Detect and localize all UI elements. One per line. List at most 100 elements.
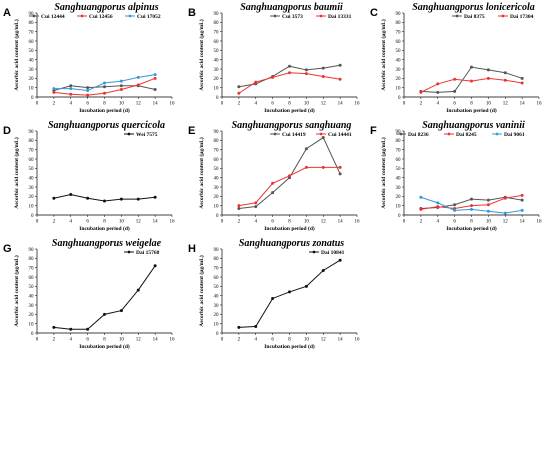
data-point <box>436 82 440 86</box>
x-axis-title: Incubation period (d) <box>79 225 130 232</box>
x-tick-label: 6 <box>453 102 456 107</box>
y-axis-title: Ascorbic acid content (μg/mL) <box>198 255 205 327</box>
y-tick-label: 60 <box>29 276 35 281</box>
y-tick-label: 40 <box>29 58 35 63</box>
data-point <box>288 64 291 68</box>
legend-marker <box>128 14 132 18</box>
panel-title: Sanghuangporus quercicola <box>48 120 165 131</box>
data-point <box>338 77 342 81</box>
x-tick-label: 2 <box>420 220 423 225</box>
y-tick-label: 0 <box>398 96 401 101</box>
y-tick-label: 40 <box>396 176 402 181</box>
x-tick-label: 8 <box>470 102 473 107</box>
data-point <box>119 309 123 313</box>
data-point <box>304 68 308 72</box>
y-tick-label: 20 <box>396 195 402 200</box>
x-tick-label: 8 <box>288 220 291 225</box>
x-tick-label: 4 <box>255 102 258 107</box>
y-tick-label: 30 <box>396 186 402 191</box>
x-tick-label: 16 <box>170 102 176 107</box>
legend-label: Dai 17304 <box>510 14 534 20</box>
x-axis-title: Incubation period (d) <box>264 225 315 232</box>
x-tick-label: 2 <box>53 338 56 343</box>
legend-marker <box>80 14 84 18</box>
x-tick-label: 6 <box>271 338 274 343</box>
panel-title: Sanghuangporus vaninii <box>422 120 525 131</box>
data-point <box>321 136 325 140</box>
y-tick-label: 50 <box>396 167 402 172</box>
x-tick-label: 0 <box>403 102 406 107</box>
legend-label: Wei 7575 <box>136 132 158 138</box>
data-point <box>288 71 291 75</box>
legend-label: Dai 9061 <box>504 132 525 138</box>
data-point <box>86 327 90 331</box>
y-tick-label: 30 <box>29 304 35 309</box>
x-tick-label: 2 <box>238 338 241 343</box>
legend-marker <box>501 14 505 18</box>
x-tick-label: 6 <box>271 220 274 225</box>
panel-label: F <box>370 125 377 137</box>
y-tick-label: 70 <box>29 30 35 35</box>
legend-label: Dai 13331 <box>328 14 352 20</box>
x-tick-label: 14 <box>153 338 159 343</box>
y-tick-label: 50 <box>29 285 35 290</box>
x-tick-label: 12 <box>136 102 142 107</box>
data-point <box>321 74 325 78</box>
y-tick-label: 60 <box>214 276 220 281</box>
y-tick-label: 50 <box>214 49 220 54</box>
x-tick-label: 10 <box>119 102 125 107</box>
data-point <box>237 91 241 95</box>
data-point <box>436 90 440 94</box>
legend-marker <box>127 250 131 254</box>
y-tick-label: 10 <box>396 204 402 209</box>
x-tick-label: 12 <box>503 220 509 225</box>
y-tick-label: 80 <box>29 257 35 262</box>
data-point <box>237 85 241 89</box>
chart-panel-h: H Sanghuangporus zonatus01020304050607080… <box>188 238 360 350</box>
data-point <box>254 201 258 205</box>
data-point <box>321 165 325 169</box>
legend-label: Cui 12456 <box>89 14 113 20</box>
data-point <box>119 88 123 92</box>
panel-title: Sanghuangporus lonicericola <box>412 2 535 13</box>
y-axis-title: Ascorbic acid content (μg/mL) <box>198 137 205 209</box>
panel-title: Sanghuangporus baumii <box>240 2 343 13</box>
data-point <box>520 76 524 80</box>
x-tick-label: 14 <box>520 220 526 225</box>
y-tick-label: 50 <box>214 285 220 290</box>
legend-marker <box>455 14 459 18</box>
x-tick-label: 4 <box>437 220 440 225</box>
data-point <box>271 191 275 195</box>
legend-label: Cui 14441 <box>328 132 352 138</box>
x-axis-title: Incubation period (d) <box>264 343 315 350</box>
x-tick-label: 6 <box>86 102 89 107</box>
y-tick-label: 0 <box>216 96 219 101</box>
y-tick-label: 80 <box>29 21 35 26</box>
legend-marker <box>319 14 323 18</box>
y-axis-title: Ascorbic acid content (μg/mL) <box>198 19 205 91</box>
x-tick-label: 14 <box>520 102 526 107</box>
x-tick-label: 6 <box>86 220 89 225</box>
x-tick-label: 16 <box>355 102 361 107</box>
y-tick-label: 50 <box>396 49 402 54</box>
y-tick-label: 70 <box>214 148 220 153</box>
x-tick-label: 12 <box>136 338 142 343</box>
y-tick-label: 60 <box>214 158 220 163</box>
data-point <box>520 208 524 212</box>
data-point <box>52 87 56 91</box>
y-tick-label: 80 <box>214 139 220 144</box>
data-point <box>153 264 157 268</box>
x-axis-title: Incubation period (d) <box>79 343 130 350</box>
x-tick-label: 14 <box>338 102 344 107</box>
chart-panel-g: G Sanghuangporus weigelae0102030405060708… <box>3 238 175 350</box>
panel-title: Sanghuangporus weigelae <box>52 238 162 249</box>
legend-marker <box>273 132 277 136</box>
legend-marker <box>32 14 36 18</box>
y-tick-label: 10 <box>29 322 35 327</box>
x-tick-label: 12 <box>136 220 142 225</box>
y-tick-label: 90 <box>214 12 220 17</box>
x-tick-label: 0 <box>221 102 224 107</box>
legend-label: Dai 8375 <box>464 14 485 20</box>
data-point <box>486 203 490 207</box>
